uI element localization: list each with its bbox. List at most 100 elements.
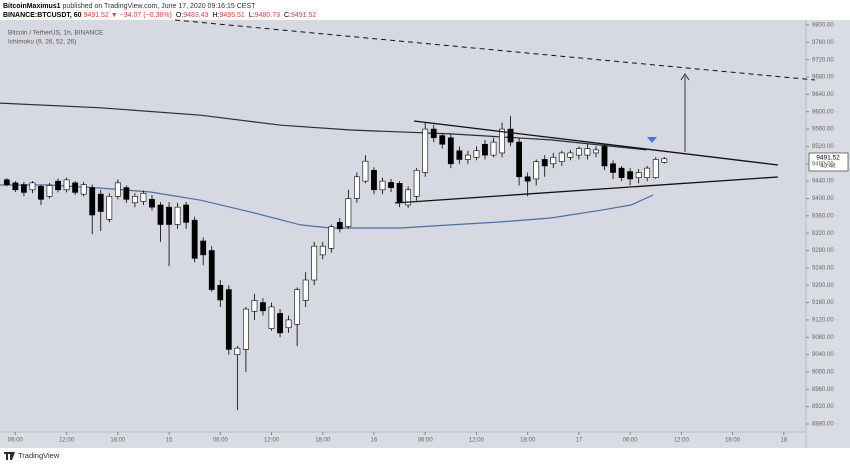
y-tick-label: 9120.00 [812, 318, 834, 324]
x-tick-label: 15 [166, 438, 173, 444]
arrow-head [680, 73, 690, 81]
candle-body [627, 171, 634, 180]
brand-logo [4, 452, 15, 460]
candle-body [405, 189, 412, 206]
candle-body [618, 167, 625, 178]
brand: TradingView [18, 451, 60, 460]
candle-body [362, 160, 369, 182]
published: published on TradingView.com, June 17, 2… [63, 3, 257, 10]
y-tick-label: 9400.00 [812, 196, 834, 202]
candle-body [584, 148, 591, 156]
signal-marker [647, 137, 657, 143]
y-tick-label: 9200.00 [812, 283, 834, 289]
candle-body [430, 128, 437, 139]
y-tick-label: 9720.00 [812, 57, 834, 63]
y-tick-label: 9240.00 [812, 265, 834, 271]
candle-body [601, 146, 608, 167]
candle-body [123, 187, 130, 200]
price: 9491.52 [84, 12, 109, 19]
author: BitcoinMaximus1 [3, 3, 61, 10]
candle-body [575, 148, 582, 156]
symbol: BINANCE:BTCUSDT, 60 [3, 12, 82, 19]
candle-body [208, 250, 215, 290]
y-tick-label: 9440.00 [812, 179, 834, 185]
candle-body [132, 196, 138, 204]
candle-body [345, 198, 352, 227]
candle-body [661, 158, 668, 163]
candle-body [593, 149, 599, 154]
candle-body [516, 141, 523, 178]
candle-body [311, 245, 318, 281]
x-tick-label: 18 [780, 438, 787, 444]
candle-body [422, 128, 429, 173]
price-label-box [808, 152, 849, 172]
time-axis [0, 432, 806, 448]
candle-body [396, 182, 403, 204]
candle-body [63, 179, 70, 191]
candle-body [3, 179, 10, 185]
candle-body [234, 347, 241, 355]
header-quote: BINANCE:BTCUSDT, 60 9491.52 ▼ −34.07 (−0… [3, 12, 316, 19]
drawings [174, 19, 816, 204]
candle-body [225, 289, 232, 350]
candle-body [38, 186, 44, 200]
candle-body [166, 206, 172, 225]
y-tick-label: 9080.00 [812, 335, 834, 341]
candle-body [157, 204, 164, 225]
candle-body [89, 187, 96, 216]
legend-indicator: Ichimoku (9, 26, 52, 26) [8, 39, 76, 46]
y-tick-label: 9560.00 [812, 127, 834, 133]
countdown: 43:48 [820, 164, 836, 170]
ohlc-label: H: [213, 12, 220, 19]
candle-body [388, 182, 394, 188]
change: ▼ −34.07 (−0.36%) [111, 12, 172, 19]
y-tick-label: 9520.00 [812, 144, 834, 150]
candle-body [541, 159, 548, 167]
y-tick-label: 9000.00 [812, 370, 834, 376]
candle-body [464, 154, 471, 160]
candle-body [353, 176, 360, 199]
candle-body [336, 222, 343, 230]
candle-body [106, 196, 113, 220]
candle-body [217, 284, 224, 301]
plot [0, 102, 668, 411]
candle-body [29, 182, 36, 191]
candle-body [524, 176, 531, 182]
candle-body [277, 313, 283, 334]
candle-body [473, 150, 480, 158]
x-tick-label: 06:00 [8, 438, 24, 444]
candle-body [567, 152, 574, 158]
y-tick-label: 9640.00 [812, 92, 834, 98]
y-tick-label: 9480.00 [812, 161, 834, 167]
candle-body [456, 150, 463, 160]
candle-body [533, 161, 540, 180]
candle-body [149, 199, 155, 208]
candle-body [644, 167, 651, 178]
candle-body [80, 184, 87, 195]
price-label: 9491.52 [816, 155, 840, 162]
price-axis [806, 20, 850, 448]
candle-body [285, 319, 292, 329]
candle-body [558, 152, 565, 162]
y-tick-label: 9040.00 [812, 352, 834, 358]
candle-body [413, 169, 420, 197]
candle-body [550, 156, 557, 165]
y-tick-label: 9320.00 [812, 231, 834, 237]
triangle-upper [413, 120, 779, 166]
candle-body [294, 289, 301, 325]
candle-body [21, 184, 27, 193]
x-tick-label: 18:00 [110, 438, 126, 444]
ohlc-value: 9491.52 [291, 12, 316, 19]
x-tick-label: 17 [576, 438, 583, 444]
candle-body [447, 137, 454, 165]
candle-body [302, 279, 309, 301]
x-tick-label: 06:00 [418, 438, 434, 444]
y-tick-label: 8960.00 [812, 387, 834, 393]
candle-body [499, 128, 505, 154]
y-tick-label: 9680.00 [812, 75, 834, 81]
candle-body [242, 308, 249, 350]
x-tick-label: 12:00 [264, 438, 280, 444]
candle-body [260, 302, 266, 312]
footer-bar [0, 448, 850, 464]
triangle-lower [394, 176, 779, 204]
